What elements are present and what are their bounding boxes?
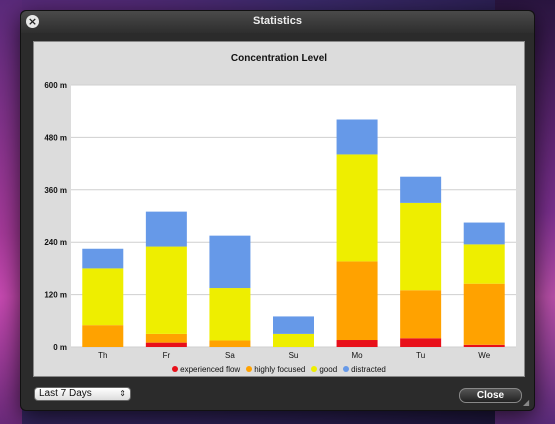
bar-segment (209, 340, 251, 347)
bar-segment (273, 316, 314, 334)
plot-area (71, 85, 516, 347)
x-tick-label: Fr (163, 351, 171, 360)
bar-segment (209, 288, 251, 341)
x-tick-label: Sa (225, 351, 235, 360)
y-tick-label: 480 m (44, 133, 67, 142)
bar-segment (400, 338, 442, 347)
x-tick-label: Tu (416, 351, 425, 360)
resize-grip-icon[interactable]: ◢ (523, 398, 530, 407)
desktop-background-left (0, 0, 22, 424)
bar-segment (82, 325, 124, 347)
window-title: Statistics (253, 15, 302, 27)
bar-segment (145, 333, 187, 343)
bar-segment (145, 342, 187, 347)
bar-segment (209, 235, 251, 289)
title-bar[interactable]: × Statistics (21, 11, 534, 33)
bar-segment (145, 246, 187, 334)
legend-item: distracted (343, 365, 386, 374)
bar-segment (145, 211, 187, 247)
y-tick-label: 600 m (44, 81, 67, 90)
chart-panel: Concentration Level 0 m 120 m 240 m 360 m 48… (33, 41, 525, 377)
statistics-window: × Statistics Concentration Level 0 m 120 … (20, 10, 535, 411)
x-tick-label: Su (289, 351, 299, 360)
bar-segment (82, 248, 124, 269)
legend-color-dot (343, 366, 350, 372)
bar-segment (400, 176, 442, 203)
bar-segment (463, 222, 505, 245)
legend-item: good (311, 365, 337, 374)
legend-label: experienced flow (180, 365, 241, 374)
bar-segment (273, 333, 314, 347)
bar-segment (82, 268, 124, 326)
legend-label: distracted (351, 365, 386, 374)
legend-item: highly focused (246, 365, 305, 374)
select-updown-icon: ⇕ (119, 389, 126, 398)
date-range-value: Last 7 Days (39, 388, 92, 399)
legend-color-dot (311, 366, 318, 372)
date-range-select[interactable]: Last 7 Days ⇕ (34, 387, 131, 401)
legend-color-dot (246, 366, 253, 372)
legend-color-dot (172, 366, 179, 372)
y-tick-label: 360 m (44, 186, 67, 195)
close-window-icon[interactable]: × (26, 15, 39, 28)
x-tick-label: We (478, 351, 490, 360)
concentration-chart: 0 m 120 m 240 m 360 m 480 m 600 m Th Fr Sa Su Mo Tu… (44, 81, 516, 360)
y-tick-label: 0 m (53, 343, 67, 352)
bar-segment (336, 119, 378, 155)
bar-segment (400, 202, 442, 291)
bar-segment (463, 283, 505, 345)
bar-segment (463, 344, 505, 347)
bar-segment (463, 244, 505, 284)
chart-legend: experienced flow highly focused good distra… (34, 365, 524, 374)
x-tick-label: Th (98, 351, 107, 360)
bar-segment (336, 340, 378, 347)
legend-label: highly focused (254, 365, 306, 374)
y-tick-label: 240 m (44, 238, 67, 247)
y-tick-label: 120 m (44, 291, 67, 300)
chart-title: Concentration Level (230, 53, 328, 64)
x-tick-label: Mo (352, 351, 364, 360)
bar-segment (336, 261, 378, 341)
legend-item: experienced flow (172, 365, 240, 374)
bar-segment (336, 154, 378, 262)
close-button[interactable]: Close (459, 388, 522, 403)
bar-segment (400, 290, 442, 339)
legend-label: good (319, 365, 338, 374)
